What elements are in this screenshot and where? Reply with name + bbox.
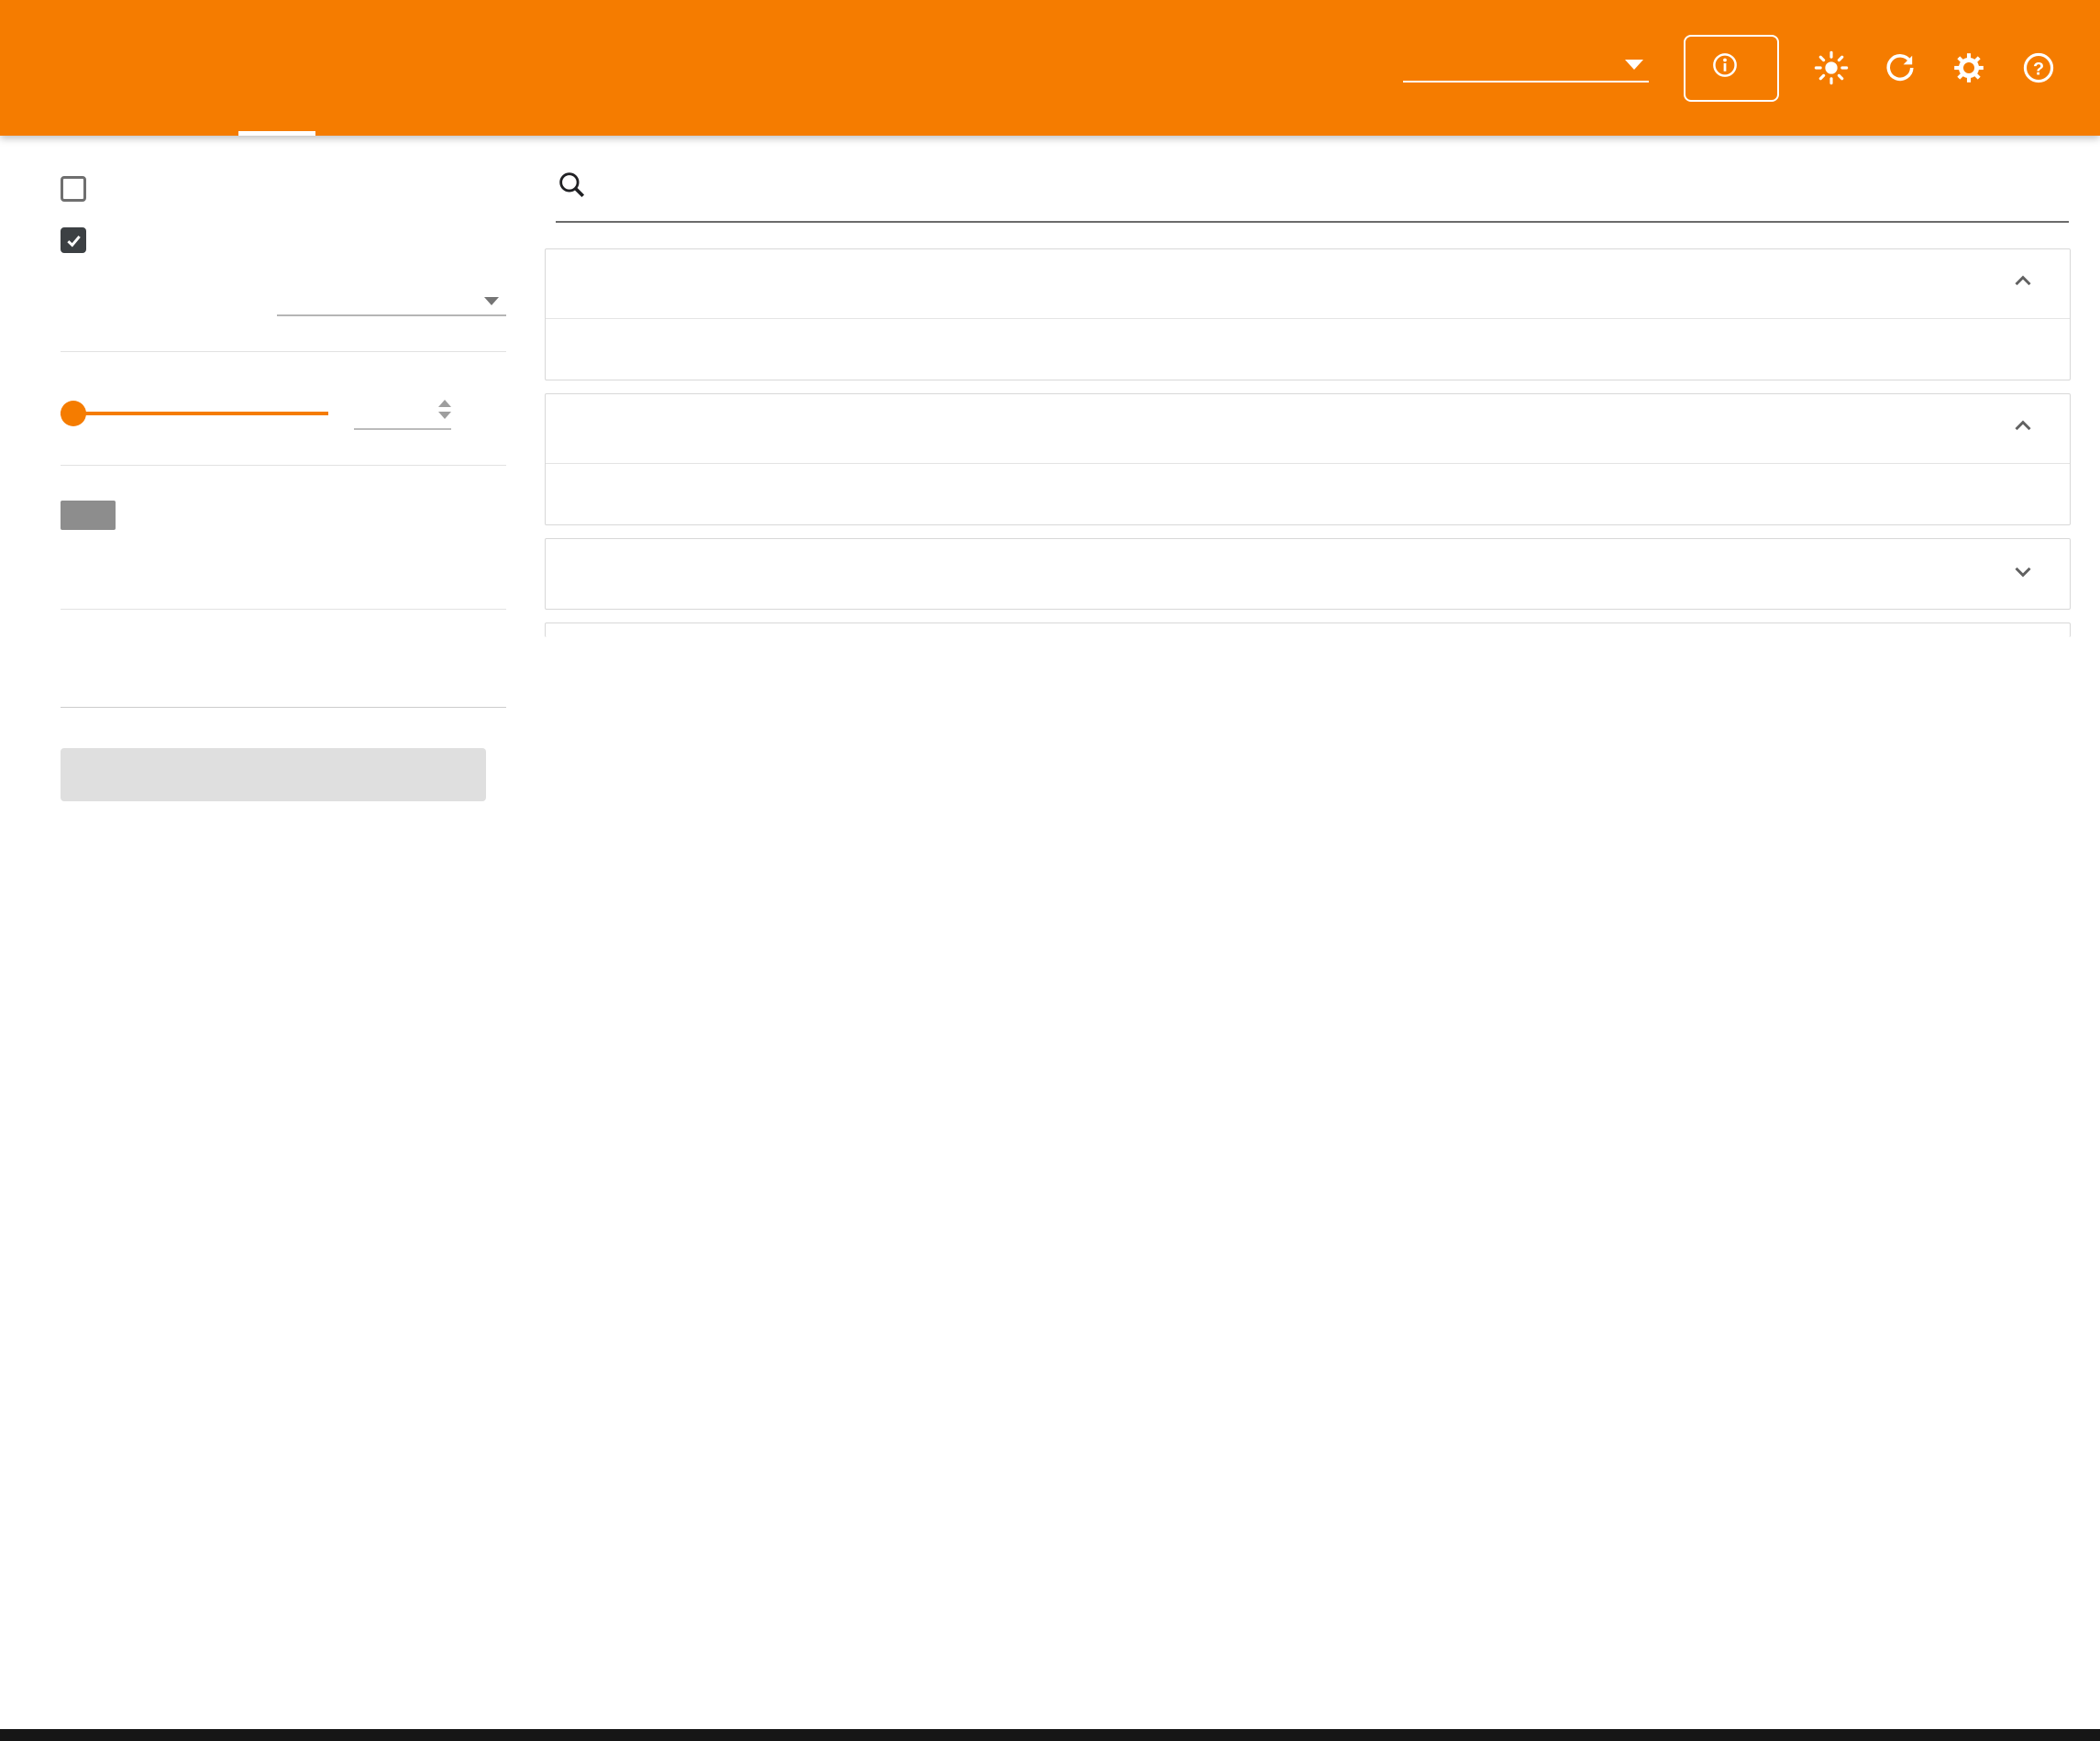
tag-filter-input[interactable] [603, 171, 2069, 202]
section-header-time[interactable] [546, 539, 2070, 609]
header-actions: ? [1403, 0, 2100, 136]
spinner-down-icon[interactable] [438, 412, 451, 419]
section-card-rollout [545, 393, 2071, 525]
show-download-links-checkbox[interactable] [61, 176, 506, 202]
axis-wall-button[interactable] [75, 545, 130, 574]
search-icon [556, 169, 587, 204]
ignore-outliers-checkbox[interactable] [61, 227, 506, 253]
status-dropdown[interactable] [1403, 54, 1649, 83]
checkbox-icon[interactable] [61, 176, 86, 202]
slider-fill [61, 411, 328, 415]
tab-scalars[interactable] [238, 0, 315, 136]
chart-card [568, 347, 1230, 356]
checkbox-icon[interactable] [61, 227, 86, 253]
axis-relative-button[interactable] [141, 501, 196, 530]
number-spinner[interactable] [438, 400, 451, 419]
smoothing-value-box [354, 396, 451, 430]
divider [61, 609, 506, 610]
slider-track [61, 411, 328, 415]
info-icon [1711, 51, 1739, 85]
horizontal-axis-section [61, 501, 506, 574]
settings-gear-icon[interactable] [1951, 50, 1986, 85]
runs-filter-input[interactable] [61, 656, 506, 708]
main-content [543, 136, 2100, 1729]
main-tabs [161, 0, 315, 136]
upload-button[interactable] [1684, 34, 1779, 102]
chevron-down-icon [484, 297, 499, 305]
spinner-up-icon[interactable] [438, 400, 451, 407]
tag-filter-row [556, 169, 2069, 223]
chart-card [568, 491, 1230, 501]
toggle-all-runs-button[interactable] [61, 748, 486, 801]
section-header-rollout[interactable] [546, 394, 2070, 464]
section-header-eval[interactable] [546, 249, 2070, 319]
slider-thumb[interactable] [61, 400, 86, 426]
chevron-up-icon[interactable] [2009, 413, 2037, 446]
refresh-icon[interactable] [1884, 51, 1917, 84]
smoothing-section [61, 396, 506, 430]
chevron-down-icon[interactable] [2009, 557, 2037, 590]
smoothing-slider[interactable] [61, 400, 328, 427]
divider [61, 351, 506, 352]
section-card-time [545, 538, 2071, 610]
chart-card [1246, 347, 1908, 356]
brightness-toggle-icon[interactable] [1814, 50, 1849, 85]
next-section-card-edge [545, 623, 2071, 637]
axis-step-button[interactable] [61, 501, 116, 530]
app-header: ? [0, 0, 2100, 136]
chevron-up-icon[interactable] [2009, 268, 2037, 301]
chevron-down-icon [1625, 59, 1643, 70]
section-card-eval [545, 248, 2071, 380]
tab-time-series[interactable] [161, 0, 238, 136]
chart-card [1246, 491, 1908, 501]
runs-section [61, 645, 506, 806]
divider [61, 465, 506, 466]
tooltip-sorting-row [61, 290, 506, 316]
window-bottom-edge [0, 1729, 2100, 1741]
svg-text:?: ? [2033, 59, 2044, 79]
settings-sidebar [0, 136, 543, 1729]
tooltip-sorting-select[interactable] [277, 293, 506, 316]
smoothing-value-input[interactable] [354, 396, 431, 423]
help-icon[interactable]: ? [2021, 50, 2056, 85]
